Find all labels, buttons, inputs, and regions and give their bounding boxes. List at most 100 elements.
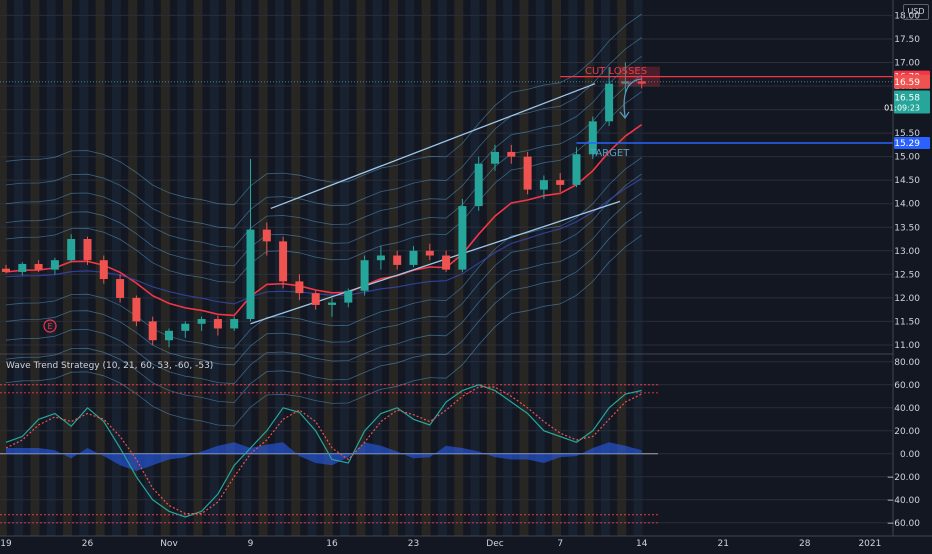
candle [376,246,385,270]
time-tick-label: 7 [557,539,563,549]
session-band [372,0,382,536]
osc-tick-label: −40.00 [887,496,921,506]
candle-body [474,163,483,207]
session-band [128,0,138,536]
session-band [568,0,578,536]
oscillator-title: Wave Trend Strategy (10, 21, 60, 53, -60… [6,361,213,371]
candle-body [34,263,43,270]
candle-body [295,281,304,294]
forecast-arrowhead [619,111,630,120]
candle-body [491,151,499,164]
session-band [503,0,513,536]
candle-body [360,260,369,291]
candle [425,243,434,261]
candle-body [539,180,548,190]
session-band [0,0,7,536]
countdown-text: 01:09:23 [884,104,920,113]
candles [2,62,646,348]
time-tick-label: 21 [717,539,728,549]
time-tick-label: Nov [160,539,178,549]
session-band [144,0,154,536]
session-band [633,0,643,536]
candle [507,144,516,164]
candle-body [637,81,646,84]
candle [344,288,353,308]
session-band [552,0,562,536]
candle [539,175,548,200]
channel-upper-line [270,83,596,210]
candle-body [262,229,271,242]
price-tick-label: 11.50 [894,317,920,327]
session-band [307,0,317,536]
candle-body [621,81,630,84]
candle [148,316,157,345]
candle-body [425,250,434,256]
session-band [160,0,170,536]
upper-price-tag-text: 16.59 [894,78,920,88]
candle-body [197,319,206,324]
osc-tick-label: 0.00 [900,450,920,460]
candle [637,76,646,89]
candle [165,328,173,348]
time-tick-label: 26 [82,539,94,549]
session-band [389,0,399,536]
price-tick-label: 12.50 [894,270,920,280]
time-tick-label: Dec [486,539,503,549]
candle [328,297,336,317]
session-band [600,0,610,536]
price-tick-label: 14.00 [894,200,920,210]
candle [67,234,76,263]
price-tick-label: 15.50 [894,129,920,139]
earnings-marker[interactable]: E [43,319,57,333]
candle [197,316,206,331]
envelope-line [5,55,642,248]
price-tick-label: 15.00 [894,153,920,163]
session-band [470,0,480,536]
candle-body [572,154,581,185]
envelope-line [5,211,642,403]
candle [34,260,43,272]
candle [50,257,59,275]
session-band [340,0,350,536]
session-band [258,0,268,536]
candle [409,246,418,268]
last-price-tag-bg [894,90,930,114]
oscillator-pane [0,384,658,524]
candle [393,250,402,270]
oscillator-histogram [6,442,642,471]
session-band [291,0,301,536]
moving-average-line [5,123,643,317]
envelope-line [5,192,642,385]
target-tag-bg [894,136,930,149]
candle [474,156,483,211]
last-price-tag-text: 16.58 [894,94,920,104]
candle-body [442,255,451,270]
candle [83,236,92,265]
candle [99,255,108,284]
price-tick-label: 17.50 [894,35,920,45]
price-tick-label: 13.50 [894,223,920,233]
upper-price-tag-bg [894,74,930,89]
candle-body [165,330,173,341]
candle-body [409,250,418,265]
time-tick-label: 9 [248,539,254,549]
currency-badge[interactable]: USD [903,4,929,20]
time-tick-label: 2021 [858,539,881,549]
candle-body [246,229,255,320]
candle [556,173,565,192]
target-label: TARGET [589,148,630,159]
session-band [584,0,594,536]
session-band [323,0,333,536]
session-band [209,0,219,536]
candle-body [148,321,157,341]
envelope-line [5,37,642,229]
candle-body [507,151,516,157]
candle-body [83,239,92,261]
forecast-arrow [623,78,642,117]
price-tick-label: 17.00 [894,58,920,68]
osc-tick-label: 20.00 [894,427,920,437]
time-tick-label: 23 [408,539,419,549]
